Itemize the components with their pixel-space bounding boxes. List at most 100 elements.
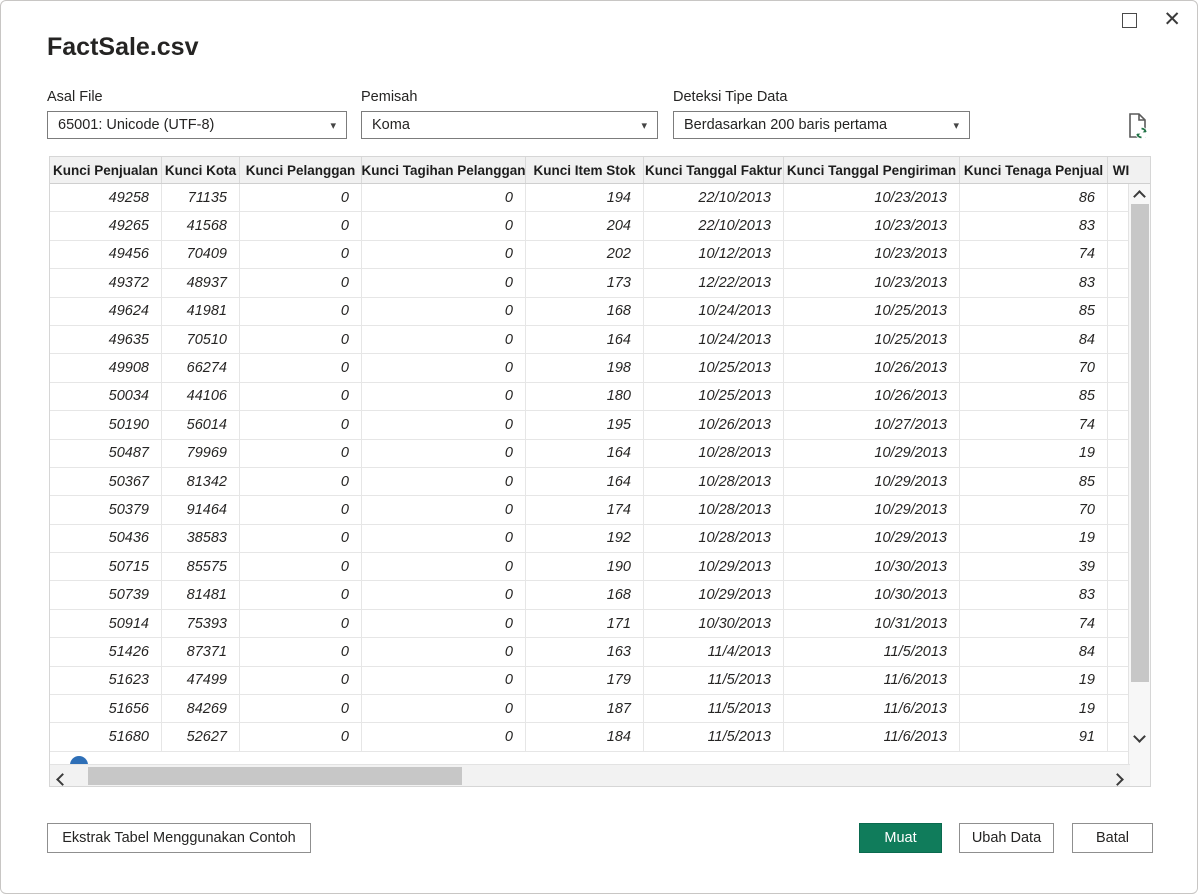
table-cell: 49265: [50, 212, 162, 240]
table-row: 49908 66274 0 0 198 10/25/2013 10/26/2013 70: [50, 354, 1130, 383]
table-cell: 50487: [50, 439, 162, 467]
table-cell: 38583: [162, 524, 240, 553]
table-cell: 22/10/2013: [644, 184, 784, 212]
table-cell: 83: [960, 269, 1108, 297]
table-cell: 0: [362, 439, 526, 467]
table-cell: [1108, 326, 1130, 353]
chevron-down-icon[interactable]: [1133, 728, 1146, 746]
type-detection-dropdown[interactable]: Berdasarkan 200 baris pertama ▾: [673, 111, 970, 139]
chevron-right-icon[interactable]: [1111, 771, 1124, 786]
table-cell: 86: [960, 184, 1108, 212]
table-cell: [1108, 383, 1130, 410]
table-cell: 66274: [162, 354, 240, 382]
horizontal-scrollbar[interactable]: [50, 764, 1130, 786]
table-cell: 168: [526, 581, 644, 609]
vertical-scrollbar[interactable]: [1128, 184, 1150, 786]
table-cell: 184: [526, 723, 644, 751]
table-cell: 173: [526, 269, 644, 297]
column-header: WI: [1112, 162, 1130, 178]
table-row: 49624 41981 0 0 168 10/24/2013 10/25/2013 85: [50, 297, 1130, 326]
table-cell: 10/29/2013: [784, 467, 960, 496]
column-header: Kunci Penjualan: [50, 157, 162, 183]
delimiter-dropdown[interactable]: Koma ▾: [361, 111, 658, 139]
table-cell: 0: [362, 666, 526, 695]
table-cell: 10/31/2013: [784, 609, 960, 638]
table-cell: 10/23/2013: [784, 240, 960, 269]
column-header: Kunci Tanggal Pengiriman: [784, 157, 960, 183]
cancel-button[interactable]: Batal: [1072, 823, 1153, 853]
table-cell: 50367: [50, 467, 162, 496]
table-cell: 0: [240, 354, 362, 382]
table-cell: 174: [526, 496, 644, 524]
data-preview-grid: Kunci Penjualan Kunci Kota Kunci Pelangg…: [49, 156, 1151, 787]
file-origin-control: Asal File 65001: Unicode (UTF-8) ▾: [47, 89, 347, 139]
load-button[interactable]: Muat: [859, 823, 942, 853]
table-cell: 0: [362, 354, 526, 382]
table-cell: [1108, 638, 1130, 665]
table-cell: 195: [526, 411, 644, 439]
table-cell: 0: [240, 524, 362, 553]
file-refresh-icon[interactable]: [1123, 111, 1153, 141]
file-origin-label: Asal File: [47, 89, 103, 105]
table-cell: 0: [240, 240, 362, 269]
table-cell: 0: [362, 553, 526, 581]
table-cell: [1108, 440, 1130, 467]
table-cell: 10/29/2013: [784, 524, 960, 553]
table-cell: 0: [240, 553, 362, 581]
table-cell: 51623: [50, 666, 162, 695]
maximize-icon[interactable]: [1122, 12, 1138, 28]
delimiter-control: Pemisah Koma ▾: [361, 89, 658, 139]
table-cell: 22/10/2013: [644, 212, 784, 240]
table-cell: 74: [960, 240, 1108, 269]
window-controls: ✕: [1122, 8, 1181, 31]
table-cell: 10/29/2013: [784, 496, 960, 524]
table-cell: 50436: [50, 524, 162, 553]
vertical-scrollbar-thumb[interactable]: [1131, 204, 1149, 682]
table-cell: 10/24/2013: [644, 325, 784, 354]
table-cell: 10/30/2013: [784, 581, 960, 609]
table-cell: [1108, 695, 1130, 722]
table-cell: 10/29/2013: [644, 553, 784, 581]
table-cell: 171: [526, 609, 644, 638]
transform-data-button[interactable]: Ubah Data: [959, 823, 1054, 853]
type-detection-control: Deteksi Tipe Data Berdasarkan 200 baris …: [673, 89, 970, 139]
column-header: Kunci Kota: [162, 157, 240, 183]
chevron-down-icon: ▾: [330, 119, 336, 132]
table-row: 49456 70409 0 0 202 10/12/2013 10/23/2013 74: [50, 240, 1130, 270]
table-cell: 10/12/2013: [644, 240, 784, 269]
table-cell: 12/22/2013: [644, 269, 784, 297]
table-cell: 0: [362, 411, 526, 439]
table-cell: 0: [240, 297, 362, 325]
table-cell: 10/25/2013: [784, 325, 960, 354]
table-row: 50487 79969 0 0 164 10/28/2013 10/29/2013 19: [50, 439, 1130, 468]
column-header: Kunci Tenaga Penjual: [960, 157, 1108, 183]
table-row: 49265 41568 0 0 204 22/10/2013 10/23/2013 83: [50, 212, 1130, 241]
table-cell: 50379: [50, 496, 162, 524]
table-cell: 11/6/2013: [784, 666, 960, 695]
chevron-left-icon[interactable]: [56, 771, 69, 786]
table-row: 50367 81342 0 0 164 10/28/2013 10/29/2013 85: [50, 467, 1130, 497]
table-cell: 10/26/2013: [784, 354, 960, 382]
close-icon[interactable]: ✕: [1163, 8, 1181, 31]
file-origin-dropdown[interactable]: 65001: Unicode (UTF-8) ▾: [47, 111, 347, 139]
table-body: 49258 71135 0 0 194 22/10/2013 10/23/2013 86 492…: [50, 184, 1130, 752]
loading-arc-icon: [70, 756, 88, 766]
table-cell: [1108, 354, 1130, 381]
table-cell: 10/25/2013: [644, 382, 784, 411]
table-cell: 79969: [162, 439, 240, 467]
table-cell: 11/4/2013: [644, 638, 784, 666]
table-cell: 0: [240, 609, 362, 638]
table-cell: 91464: [162, 496, 240, 524]
table-cell: 0: [362, 609, 526, 638]
table-cell: 50914: [50, 609, 162, 638]
table-cell: 83: [960, 581, 1108, 609]
table-cell: 11/5/2013: [784, 638, 960, 666]
extract-table-button[interactable]: Ekstrak Tabel Menggunakan Contoh: [47, 823, 311, 853]
horizontal-scrollbar-thumb[interactable]: [88, 767, 462, 785]
table-cell: 50190: [50, 411, 162, 439]
table-cell: 19: [960, 524, 1108, 553]
table-cell: 0: [362, 382, 526, 411]
table-cell: [1108, 411, 1130, 438]
table-cell: 10/24/2013: [644, 297, 784, 325]
table-cell: 10/28/2013: [644, 524, 784, 553]
